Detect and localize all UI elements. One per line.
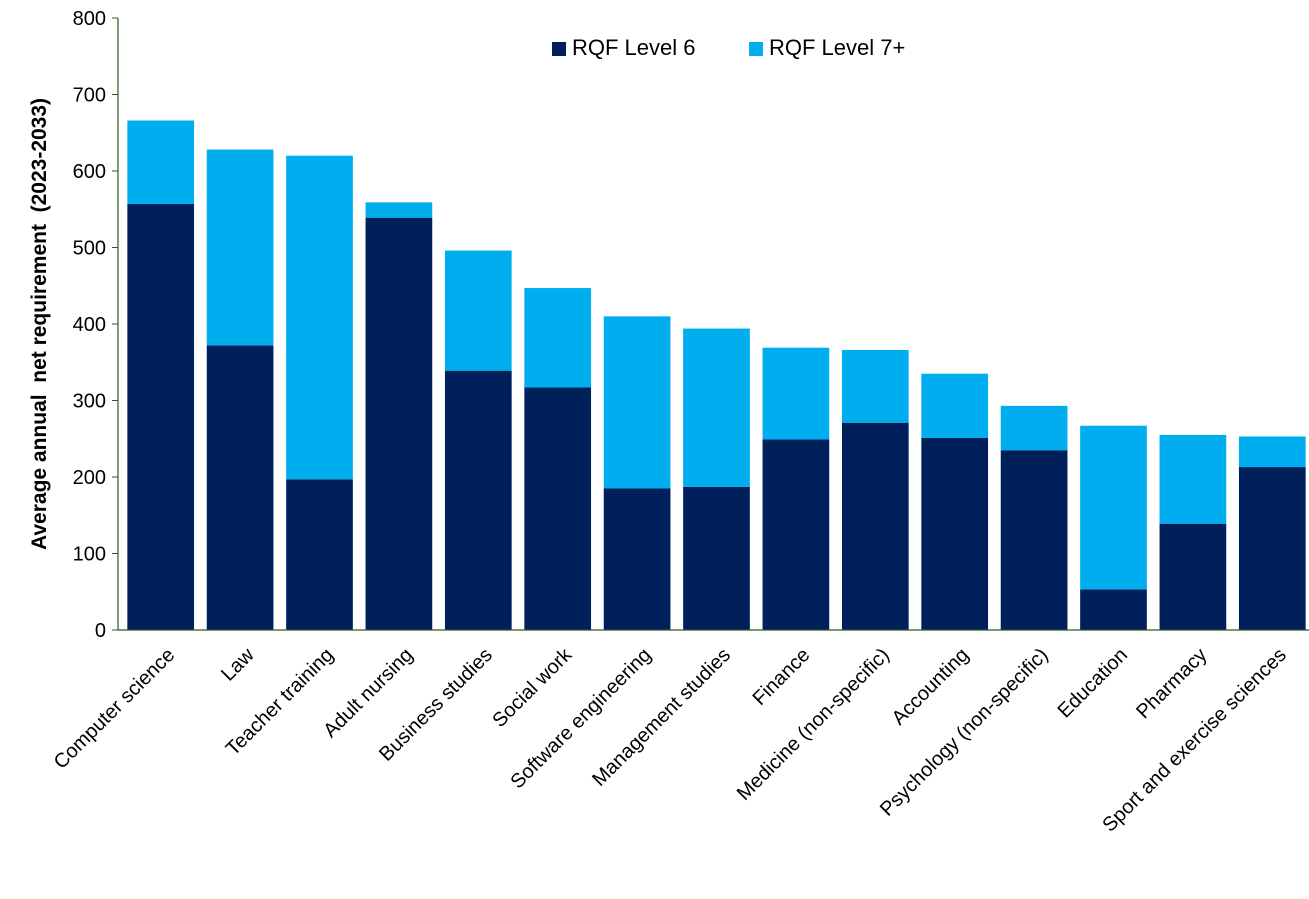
- y-tick-label: 400: [73, 314, 106, 336]
- x-category-label: Education: [1054, 644, 1132, 722]
- bar-segment-rqf-level-6: [286, 479, 353, 630]
- legend-swatch: [749, 42, 763, 56]
- bar-segment-rqf-level-6: [921, 437, 989, 630]
- bar-segment-rqf-level-6: [603, 488, 671, 630]
- bar-segment-rqf-level-7-plus: [1238, 436, 1306, 468]
- legend-swatch: [552, 42, 566, 56]
- y-axis-ticks: 0 100 200 300 400 500 600 700 800: [73, 8, 118, 642]
- x-category-label: Software engineering: [506, 644, 655, 793]
- bar-segment-rqf-level-7-plus: [286, 155, 353, 480]
- x-category-label: Accounting: [888, 644, 974, 730]
- x-category-label: Law: [217, 644, 259, 686]
- y-tick-label: 0: [95, 620, 106, 642]
- bar-segment-rqf-level-7-plus: [444, 250, 512, 371]
- y-axis-label: Average annual net requirement (2023-203…: [28, 98, 51, 550]
- bar-segment-rqf-level-6: [1159, 523, 1227, 630]
- bars: [127, 120, 1306, 631]
- legend-label: RQF Level 7+: [769, 35, 905, 60]
- bar-segment-rqf-level-7-plus: [921, 373, 989, 438]
- bar-segment-rqf-level-6: [1000, 450, 1068, 630]
- y-tick-label: 500: [73, 238, 106, 260]
- y-tick-label: 800: [73, 8, 106, 30]
- bar-segment-rqf-level-6: [841, 422, 909, 630]
- bar-segment-rqf-level-7-plus: [762, 347, 830, 440]
- bar-segment-rqf-level-7-plus: [683, 328, 750, 487]
- bar-segment-rqf-level-6: [365, 217, 433, 631]
- x-category-label: Medicine (non-specific): [733, 644, 894, 805]
- bar-segment-rqf-level-7-plus: [1080, 425, 1147, 590]
- y-tick-label: 100: [73, 544, 106, 566]
- y-tick-label: 600: [73, 161, 106, 183]
- bar-segment-rqf-level-7-plus: [524, 288, 592, 388]
- bar-segment-rqf-level-7-plus: [841, 350, 909, 423]
- y-tick-label: 200: [73, 467, 106, 489]
- bar-segment-rqf-level-7-plus: [1000, 405, 1068, 451]
- x-category-label: Management studies: [588, 644, 735, 791]
- bar-segment-rqf-level-7-plus: [1159, 434, 1227, 524]
- x-category-label: Finance: [749, 644, 815, 710]
- bar-segment-rqf-level-6: [127, 203, 195, 630]
- bar-segment-rqf-level-6: [206, 345, 274, 630]
- bar-segment-rqf-level-6: [444, 370, 512, 630]
- bar-segment-rqf-level-6: [1080, 589, 1147, 630]
- bar-segment-rqf-level-6: [683, 486, 750, 630]
- bar-segment-rqf-level-6: [524, 387, 592, 630]
- bar-segment-rqf-level-7-plus: [365, 202, 433, 218]
- bar-segment-rqf-level-7-plus: [206, 149, 274, 346]
- legend-label: RQF Level 6: [572, 35, 696, 60]
- x-category-label: Psychology (non-specific): [876, 644, 1053, 821]
- y-tick-label: 300: [73, 391, 106, 413]
- x-category-label: Computer science: [50, 644, 180, 774]
- bar-segment-rqf-level-7-plus: [127, 120, 195, 204]
- legend: RQF Level 6 RQF Level 7+: [552, 35, 905, 60]
- bar-segment-rqf-level-6: [1238, 467, 1306, 630]
- y-tick-label: 700: [73, 85, 106, 107]
- bar-segment-rqf-level-6: [762, 439, 830, 630]
- x-category-label: Pharmacy: [1132, 644, 1211, 723]
- axes: [117, 18, 1309, 631]
- x-category-label: Social work: [488, 643, 577, 732]
- bar-segment-rqf-level-7-plus: [603, 316, 671, 489]
